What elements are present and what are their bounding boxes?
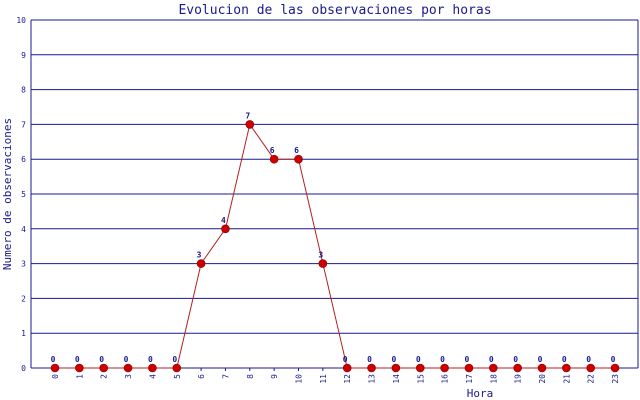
data-point-6 [196,259,206,268]
data-label-18: 0 [489,355,494,364]
y-tick-label-8: 8 [21,86,26,95]
data-label-5: 0 [172,355,177,364]
data-label-7: 4 [221,216,226,225]
data-label-23: 0 [611,355,616,364]
data-point-4 [148,363,157,373]
series-observaciones [50,120,620,373]
x-tick-label-17: 17 [465,374,474,384]
data-point-1 [75,363,84,373]
data-point-17 [464,363,474,373]
y-tick-label-10: 10 [16,16,26,25]
data-point-16 [440,363,449,373]
data-label-12: 0 [343,355,348,364]
y-tick-label-1: 1 [21,329,26,338]
data-point-14 [391,363,401,373]
data-label-0: 0 [51,355,56,364]
x-tick-label-4: 4 [148,374,157,379]
data-label-19: 0 [513,355,518,364]
x-tick-label-1: 1 [75,374,84,379]
data-label-1: 0 [75,355,80,364]
chart-title: Evolucion de las observaciones por horas [178,3,491,18]
data-label-15: 0 [416,355,421,364]
x-tick-label-20: 20 [538,374,547,384]
data-point-20 [537,363,547,373]
x-tick-labels: 0 1 2 3 4 5 6 7 8 9 10 11 12 13 14 15 16 17 18 19 20 21 22 23 [51,374,620,384]
x-tick-label-2: 2 [100,374,109,379]
data-point-11 [318,259,328,268]
data-labels: 0 0 0 0 0 0 3 4 7 6 6 3 0 0 0 0 0 0 0 0 0 0 0 0 [51,111,616,364]
data-label-17: 0 [465,355,470,364]
data-label-2: 0 [99,355,104,364]
data-point-9 [269,154,279,164]
series-line [55,123,616,369]
data-label-6: 3 [197,251,202,260]
gridlines [31,19,638,369]
data-point-22 [586,363,596,373]
y-tick-label-6: 6 [21,155,26,164]
data-point-2 [99,363,108,373]
x-tick-label-5: 5 [173,374,182,379]
x-tick-label-0: 0 [51,374,60,379]
data-point-3 [123,363,133,373]
data-point-19 [513,363,522,373]
y-tick-label-4: 4 [21,225,26,234]
x-tick-label-11: 11 [319,374,328,384]
data-label-20: 0 [538,355,543,364]
y-tick-label-9: 9 [21,51,26,60]
data-point-5 [172,363,182,373]
data-point-13 [367,363,376,373]
x-tick-label-13: 13 [368,374,377,384]
data-label-11: 3 [318,251,323,260]
x-tick-label-15: 15 [416,374,425,384]
y-tick-labels: 0 1 2 3 4 5 6 7 8 9 10 [16,16,26,373]
x-tick-label-16: 16 [441,374,450,384]
x-tick-label-14: 14 [392,374,401,384]
data-label-22: 0 [586,355,591,364]
y-axis-label: Numero de observaciones [1,118,14,270]
data-point-23 [610,363,620,373]
y-tick-label-3: 3 [21,260,26,269]
x-tick-label-3: 3 [124,374,133,379]
x-tick-label-12: 12 [343,374,352,384]
x-tick-label-10: 10 [295,374,304,384]
x-tick-label-23: 23 [611,374,620,384]
x-tick-label-21: 21 [562,374,571,384]
x-axis-label: Hora [467,387,494,400]
data-label-3: 0 [124,355,129,364]
data-point-21 [562,363,571,373]
x-tick-label-19: 19 [514,374,523,384]
data-point-7 [221,224,230,234]
data-point-15 [415,363,425,373]
data-label-8: 7 [245,111,250,120]
x-tick-label-9: 9 [270,374,279,379]
data-point-0 [50,363,60,373]
data-label-13: 0 [367,355,372,364]
y-tick-label-7: 7 [21,120,26,129]
data-label-14: 0 [391,355,396,364]
data-label-16: 0 [440,355,445,364]
x-tick-label-8: 8 [246,374,255,379]
data-point-8 [245,120,255,129]
data-label-9: 6 [270,146,275,155]
y-tick-label-5: 5 [21,190,26,199]
data-point-18 [488,363,498,373]
data-point-12 [342,363,352,373]
x-tick-label-7: 7 [221,374,230,379]
data-label-4: 0 [148,355,153,364]
y-tick-label-2: 2 [21,294,26,303]
data-label-21: 0 [562,355,567,364]
y-tick-label-0: 0 [21,364,26,373]
x-tick-label-22: 22 [587,374,596,384]
data-label-10: 6 [294,146,299,155]
data-point-10 [294,154,303,164]
x-tick-label-6: 6 [197,374,206,379]
x-tick-label-18: 18 [489,374,498,384]
axes [30,20,639,371]
